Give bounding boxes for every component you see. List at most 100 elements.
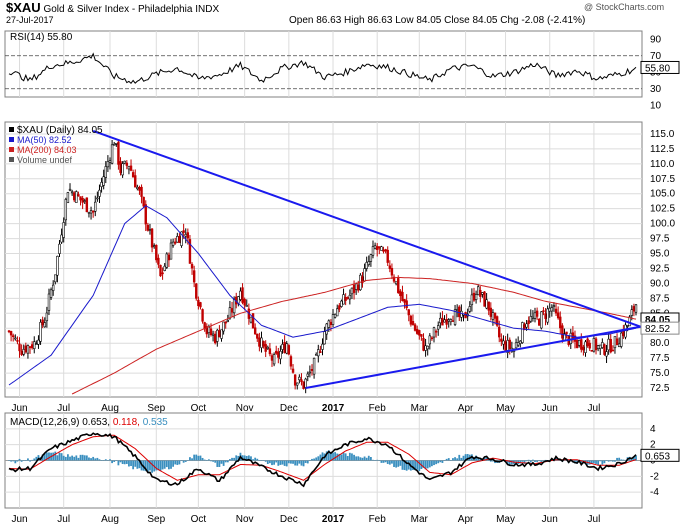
price-tick-label: 72.5 (650, 383, 670, 394)
price-candle-body (519, 340, 522, 344)
macd-month-label: 2017 (322, 514, 345, 525)
macd-histogram-bar (353, 454, 355, 461)
macd-histogram-bar (454, 457, 456, 461)
macd-histogram-bar (273, 460, 276, 465)
price-candle-body (634, 304, 638, 313)
price-candle-body (230, 308, 234, 313)
macd-histogram-bar (405, 460, 408, 471)
macd-histogram-bar (117, 460, 120, 466)
macd-histogram-bar (287, 460, 290, 464)
macd-histogram-bar (315, 457, 318, 461)
price-month-label: Jul (588, 403, 601, 414)
macd-histogram-bar (212, 460, 214, 462)
macd-histogram-bar (210, 460, 212, 462)
macd-histogram-bar (584, 460, 587, 462)
price-candle-body (298, 376, 301, 381)
price-candle-body (83, 200, 86, 202)
macd-histogram-bar (403, 460, 406, 471)
macd-histogram-bar (452, 458, 454, 461)
macd-histogram-bar (266, 460, 269, 464)
price-candle-body (142, 196, 145, 207)
price-candle-body (474, 294, 478, 300)
price-candle-body (157, 257, 160, 265)
rsi-tick-label: 30 (650, 84, 662, 95)
macd-histogram-bar (525, 460, 528, 462)
price-candle-body (470, 294, 474, 306)
macd-histogram-bar (58, 452, 61, 461)
macd-histogram-bar (252, 459, 254, 461)
macd-histogram-bar (271, 460, 273, 466)
price-tick-label: 97.5 (650, 234, 670, 245)
price-candle-body (49, 289, 53, 298)
price-candle-body (195, 283, 198, 299)
price-candle-body (41, 319, 44, 326)
price-candle-body (79, 196, 82, 201)
price-candle-body (329, 321, 333, 326)
macd-histogram-bar (172, 460, 175, 467)
macd-histogram-bar (151, 460, 153, 473)
macd-histogram-bar (393, 460, 395, 467)
macd-histogram-bar (391, 460, 393, 464)
macd-month-label: Jun (542, 514, 558, 525)
price-candle-body (367, 261, 370, 265)
price-candle-body (12, 335, 15, 337)
macd-histogram-bar (205, 460, 208, 461)
macd-histogram-bar (24, 460, 27, 461)
price-candle-body (365, 262, 368, 269)
price-candle-body (287, 345, 291, 355)
price-candle-body (336, 308, 339, 317)
macd-histogram-bar (355, 456, 358, 461)
rsi-value-tag-text: 55.80 (645, 63, 670, 74)
macd-histogram-bar (109, 459, 111, 461)
rsi-tick-label: 90 (650, 34, 662, 45)
macd-histogram-bar (29, 460, 31, 462)
price-candle-body (22, 349, 25, 355)
macd-histogram-bar (351, 453, 353, 461)
macd-histogram-bar (85, 455, 88, 461)
macd-histogram-bar (359, 457, 362, 461)
price-candle-body (460, 310, 463, 318)
macd-histogram-bar (460, 457, 463, 461)
price-candle-body (607, 338, 610, 351)
price-month-label: May (496, 403, 515, 414)
macd-histogram-bar (138, 460, 141, 469)
macd-histogram-bar (35, 456, 38, 461)
price-candle-body (281, 344, 284, 350)
macd-histogram-bar (88, 457, 90, 461)
macd-histogram-bar (334, 452, 337, 461)
price-candle-body (373, 245, 377, 249)
macd-histogram-bar (523, 460, 526, 464)
price-candle-body (584, 341, 587, 353)
price-candle-body (540, 311, 543, 329)
macd-histogram-bar (527, 459, 530, 461)
price-candle-body (91, 210, 95, 213)
macd-histogram-bar (462, 455, 465, 461)
price-candle-body (594, 338, 598, 351)
macd-histogram-bar (260, 460, 263, 461)
macd-histogram-bar (203, 459, 206, 461)
price-candle-body (453, 309, 457, 325)
price-candle-body (605, 351, 608, 357)
price-candle-body (489, 307, 493, 317)
price-candle-body (207, 326, 211, 333)
macd-histogram-bar (256, 458, 259, 461)
price-candle-body (293, 374, 297, 386)
price-candle-body (155, 244, 158, 261)
macd-histogram-bar (365, 457, 368, 461)
macd-histogram-bar (428, 460, 431, 468)
macd-histogram-bar (374, 460, 377, 461)
macd-histogram-bar (155, 460, 158, 471)
price-candle-body (424, 345, 427, 351)
price-candle-body (134, 175, 137, 188)
macd-histogram-bar (611, 460, 614, 462)
macd-histogram-bar (60, 453, 63, 461)
price-candle-body (125, 162, 129, 166)
macd-tick-label: 2 (650, 440, 656, 451)
macd-histogram-bar (264, 460, 267, 462)
price-tick-label: 90.0 (650, 278, 670, 289)
macd-histogram-bar (445, 458, 448, 461)
macd-histogram-bar (245, 455, 248, 461)
macd-histogram-bar (304, 460, 307, 463)
price-candle-body (575, 340, 579, 348)
